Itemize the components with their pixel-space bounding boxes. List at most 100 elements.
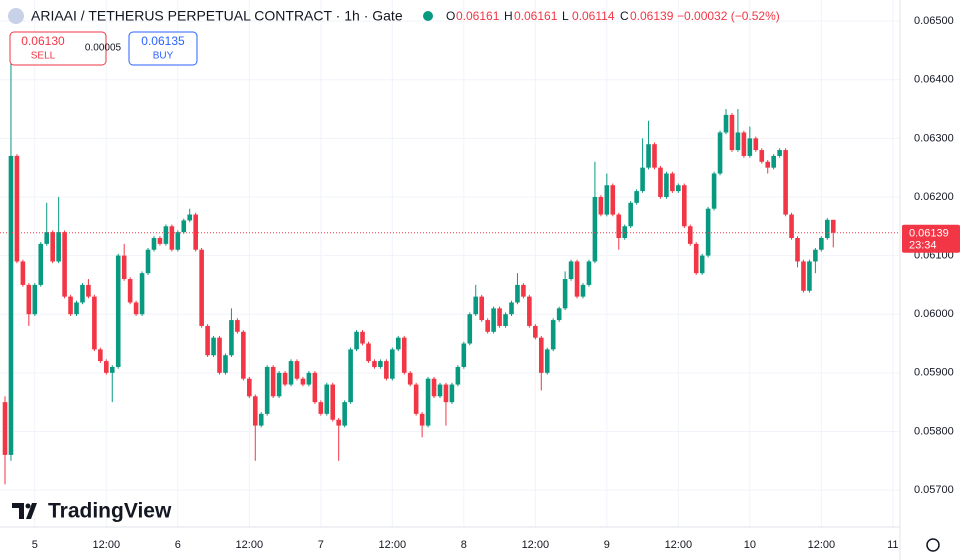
buy-label[interactable]: BUY (153, 51, 174, 62)
candle-body (634, 191, 639, 203)
candle-body (300, 378, 306, 385)
candle-body (38, 243, 44, 285)
buy-button[interactable]: 0.06135 BUY (128, 31, 198, 66)
candle-body (366, 343, 371, 362)
candle-body (401, 337, 407, 373)
candle-body (264, 366, 270, 414)
candle-body (342, 402, 347, 426)
candle-body (229, 320, 234, 356)
buy-price[interactable]: 0.06135 (141, 34, 185, 48)
candle-body (825, 219, 830, 238)
x-tick-label: 9 (604, 539, 610, 551)
candle-body (384, 361, 389, 379)
candle-body (217, 337, 222, 373)
candle-body (759, 150, 765, 162)
candle-body (735, 132, 741, 151)
candle-body (830, 219, 836, 233)
candle-body (580, 284, 586, 297)
candle-body (80, 284, 85, 303)
candle-body (318, 402, 324, 414)
sell-box[interactable] (9, 31, 107, 66)
candle-body (497, 308, 502, 326)
candle-body (413, 384, 419, 414)
candle-body (193, 214, 198, 250)
candle-body (765, 161, 771, 168)
spread: 0.00005 (85, 43, 122, 54)
axes: 0.057000.058000.059000.060000.061000.062… (32, 15, 960, 551)
candle-body (247, 378, 252, 397)
candle-body (32, 284, 38, 315)
candle-body (491, 308, 496, 332)
logo-mark (12, 503, 37, 519)
candle-body (807, 261, 812, 291)
logo: TradingView (12, 500, 172, 523)
candle-body (407, 372, 413, 385)
candle-body (789, 214, 794, 238)
candle-body (455, 366, 461, 385)
ohlc-label: O (446, 9, 455, 23)
candle-body (521, 284, 526, 297)
candle-body (574, 261, 580, 297)
x-tick-label: 6 (175, 539, 181, 551)
chart-title: ARIAAI / TETHERUS PERPETUAL CONTRACT · 1… (31, 8, 403, 24)
y-tick-label: 0.06200 (914, 191, 954, 203)
sell-button[interactable]: 0.06130 SELL (9, 31, 107, 66)
candle-body (74, 302, 79, 315)
candle-body (681, 185, 687, 227)
candle-body (437, 384, 443, 397)
candle-body (127, 279, 133, 303)
candle-body (485, 320, 490, 332)
brand: TradingView (48, 500, 172, 523)
settings-icon[interactable] (926, 538, 940, 552)
candle-body (431, 378, 437, 397)
candle-body (515, 284, 520, 303)
candle-body (115, 255, 121, 367)
candle-body (771, 155, 776, 168)
candle-body (747, 138, 753, 156)
candle-body (711, 173, 717, 209)
y-tick-label: 0.05900 (914, 367, 954, 379)
candle-body (241, 331, 246, 379)
candle-body (783, 150, 788, 215)
candle-body (223, 355, 228, 373)
market-status (423, 11, 433, 21)
candle-body (92, 296, 97, 350)
candle-body (640, 167, 645, 192)
candle-body (8, 155, 14, 455)
candle-body (163, 226, 169, 244)
candle-body (628, 202, 633, 227)
candle-body (699, 255, 705, 274)
candle-body (199, 249, 204, 326)
last-price-box (902, 224, 960, 253)
candle-body (26, 284, 32, 315)
candle-body (670, 173, 675, 192)
candle-body (175, 232, 181, 250)
candle-body (68, 296, 73, 315)
sell-label[interactable]: SELL (31, 51, 56, 62)
ohlc: O 0.06161 H 0.06161 L 0.06114 C 0.06139 (446, 9, 674, 23)
candle-body (354, 331, 359, 350)
candle-body (652, 144, 657, 168)
candle-body (56, 232, 61, 262)
candle-body (533, 325, 538, 338)
candle-body (169, 226, 175, 250)
candle-body (550, 320, 556, 350)
candle-body (20, 261, 26, 285)
candle-body (729, 114, 735, 151)
candle-body (753, 138, 759, 151)
candle-body (282, 372, 288, 385)
ohlc-value: 0.06161 (514, 9, 558, 23)
candle-body (44, 232, 50, 244)
x-tick-label: 12:00 (236, 539, 264, 551)
y-tick-label: 0.06400 (914, 74, 954, 86)
candle-body (604, 185, 610, 215)
candle-body (276, 372, 282, 397)
candles (0, 62, 900, 485)
candle-body (104, 361, 109, 373)
x-tick-label: 5 (32, 539, 38, 551)
sell-price[interactable]: 0.06130 (21, 34, 65, 48)
buy-box[interactable] (128, 31, 198, 66)
candle-body (717, 132, 723, 174)
